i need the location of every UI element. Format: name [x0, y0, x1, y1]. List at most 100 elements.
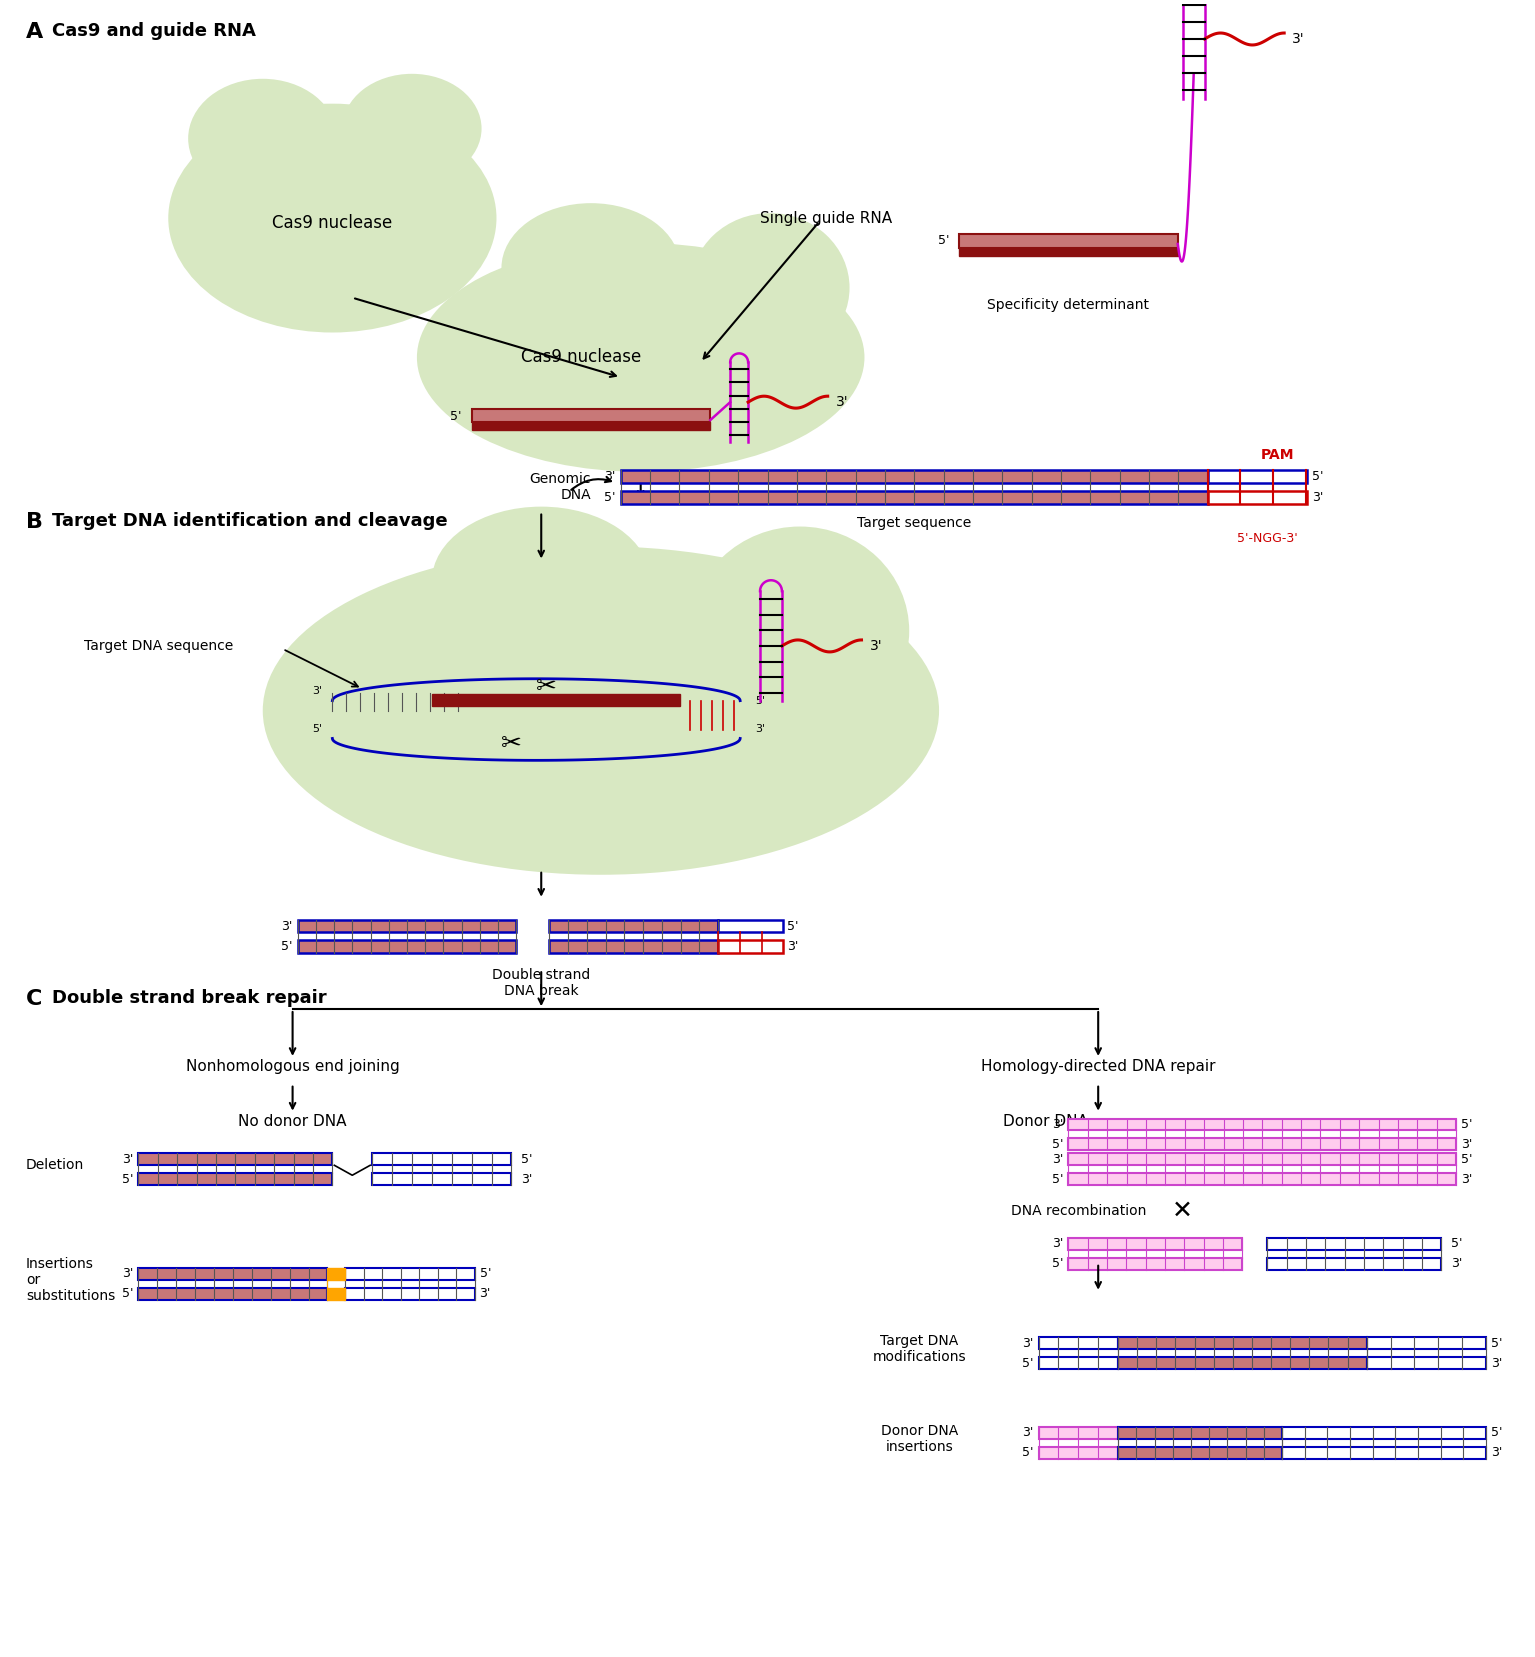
Bar [1068, 1153, 1457, 1165]
Bar [371, 1153, 511, 1165]
Text: 5': 5' [121, 1173, 134, 1186]
Text: 3': 3' [479, 1287, 491, 1301]
Text: 3': 3' [1312, 490, 1323, 504]
Bar [1039, 1357, 1117, 1369]
Text: A: A [26, 22, 43, 41]
Text: 5'-NGG-3': 5'-NGG-3' [1237, 532, 1297, 545]
Text: 5': 5' [1022, 1357, 1033, 1370]
Text: 5': 5' [1461, 1118, 1472, 1132]
Text: 5': 5' [1051, 1258, 1064, 1271]
Bar [1366, 1357, 1486, 1369]
Text: 5': 5' [1490, 1337, 1503, 1350]
Text: 5': 5' [1051, 1138, 1064, 1152]
Ellipse shape [431, 507, 651, 656]
Text: 3': 3' [1022, 1337, 1033, 1350]
Bar [138, 1287, 327, 1299]
Ellipse shape [691, 527, 909, 736]
Text: 3': 3' [312, 686, 322, 696]
Text: 3': 3' [1051, 1118, 1064, 1132]
Text: Donor DNA
insertions: Donor DNA insertions [881, 1423, 958, 1453]
Text: 5': 5' [312, 724, 322, 734]
Bar [471, 423, 711, 431]
Text: 3': 3' [123, 1268, 134, 1281]
Text: Target DNA identification and cleavage: Target DNA identification and cleavage [52, 512, 448, 530]
Text: 3': 3' [1051, 1238, 1064, 1251]
Bar [298, 941, 516, 953]
Text: 3': 3' [787, 941, 798, 953]
Text: 3': 3' [869, 640, 883, 653]
Text: Genomic
DNA: Genomic DNA [530, 472, 591, 502]
Text: 3': 3' [1292, 31, 1305, 46]
Text: Deletion: Deletion [26, 1158, 84, 1171]
Text: 5': 5' [1022, 1447, 1033, 1460]
Text: 3': 3' [755, 724, 764, 734]
Bar [550, 920, 718, 933]
Text: 5': 5' [605, 490, 616, 504]
Ellipse shape [189, 80, 338, 199]
Text: Cas9 nuclease: Cas9 nuclease [520, 348, 642, 366]
Text: 5': 5' [479, 1268, 491, 1281]
Bar [1117, 1447, 1282, 1458]
Text: 5': 5' [450, 409, 462, 423]
Bar [1366, 1337, 1486, 1349]
Text: 5': 5' [522, 1153, 533, 1167]
Text: B: B [26, 512, 43, 532]
Text: ✂: ✂ [500, 732, 522, 757]
Bar [1068, 1238, 1242, 1249]
Bar [345, 1287, 474, 1299]
Ellipse shape [691, 214, 849, 363]
Bar [1039, 1337, 1117, 1349]
Text: 3': 3' [281, 920, 293, 933]
Text: 3': 3' [1051, 1153, 1064, 1167]
Bar [298, 920, 516, 933]
Ellipse shape [262, 547, 939, 875]
Text: C: C [26, 989, 43, 1009]
Bar [718, 920, 783, 933]
Text: Cas9 and guide RNA: Cas9 and guide RNA [52, 22, 256, 40]
Text: Cas9 nuclease: Cas9 nuclease [272, 214, 393, 232]
Text: ✕: ✕ [1173, 1200, 1193, 1223]
Bar [620, 471, 1208, 482]
Bar [138, 1173, 333, 1185]
Ellipse shape [418, 244, 864, 472]
Bar [1268, 1258, 1441, 1269]
Bar [1068, 1118, 1457, 1130]
Text: Insertions
or
substitutions: Insertions or substitutions [26, 1256, 115, 1302]
Text: 3': 3' [605, 471, 616, 482]
Text: Nonhomologous end joining: Nonhomologous end joining [186, 1059, 399, 1074]
Bar [1282, 1447, 1486, 1458]
Text: 5': 5' [787, 920, 798, 933]
Text: PAM: PAM [1260, 447, 1294, 462]
Bar [620, 490, 1208, 504]
Bar [431, 694, 680, 706]
Bar [1039, 1447, 1117, 1458]
Bar [1117, 1357, 1366, 1369]
Text: 5': 5' [121, 1287, 134, 1301]
Bar [327, 1287, 345, 1299]
Bar [959, 234, 1177, 249]
Text: Target sequence: Target sequence [857, 515, 972, 530]
Text: 5': 5' [1051, 1173, 1064, 1186]
Text: No donor DNA: No donor DNA [238, 1114, 347, 1128]
Bar [1068, 1258, 1242, 1269]
Text: 5': 5' [1461, 1153, 1472, 1167]
Bar [1268, 1238, 1441, 1249]
Bar [327, 1268, 345, 1279]
Text: Specificity determinant: Specificity determinant [987, 298, 1150, 312]
Text: 3': 3' [123, 1153, 134, 1167]
Bar [1282, 1427, 1486, 1438]
Text: 3': 3' [835, 394, 849, 409]
Text: DNA recombination: DNA recombination [1010, 1205, 1147, 1218]
Bar [1208, 471, 1308, 482]
Text: Target DNA sequence: Target DNA sequence [84, 640, 233, 653]
Text: 3': 3' [1461, 1138, 1472, 1152]
Text: Double strand break repair: Double strand break repair [52, 989, 327, 1007]
Text: Double strand
DNA break: Double strand DNA break [493, 968, 591, 999]
Ellipse shape [502, 204, 680, 333]
Text: 5': 5' [1490, 1427, 1503, 1440]
Text: 3': 3' [1022, 1427, 1033, 1440]
Bar [345, 1268, 474, 1279]
Bar [1039, 1427, 1117, 1438]
Text: Target DNA
modifications: Target DNA modifications [872, 1334, 966, 1364]
Text: 3': 3' [1490, 1357, 1503, 1370]
